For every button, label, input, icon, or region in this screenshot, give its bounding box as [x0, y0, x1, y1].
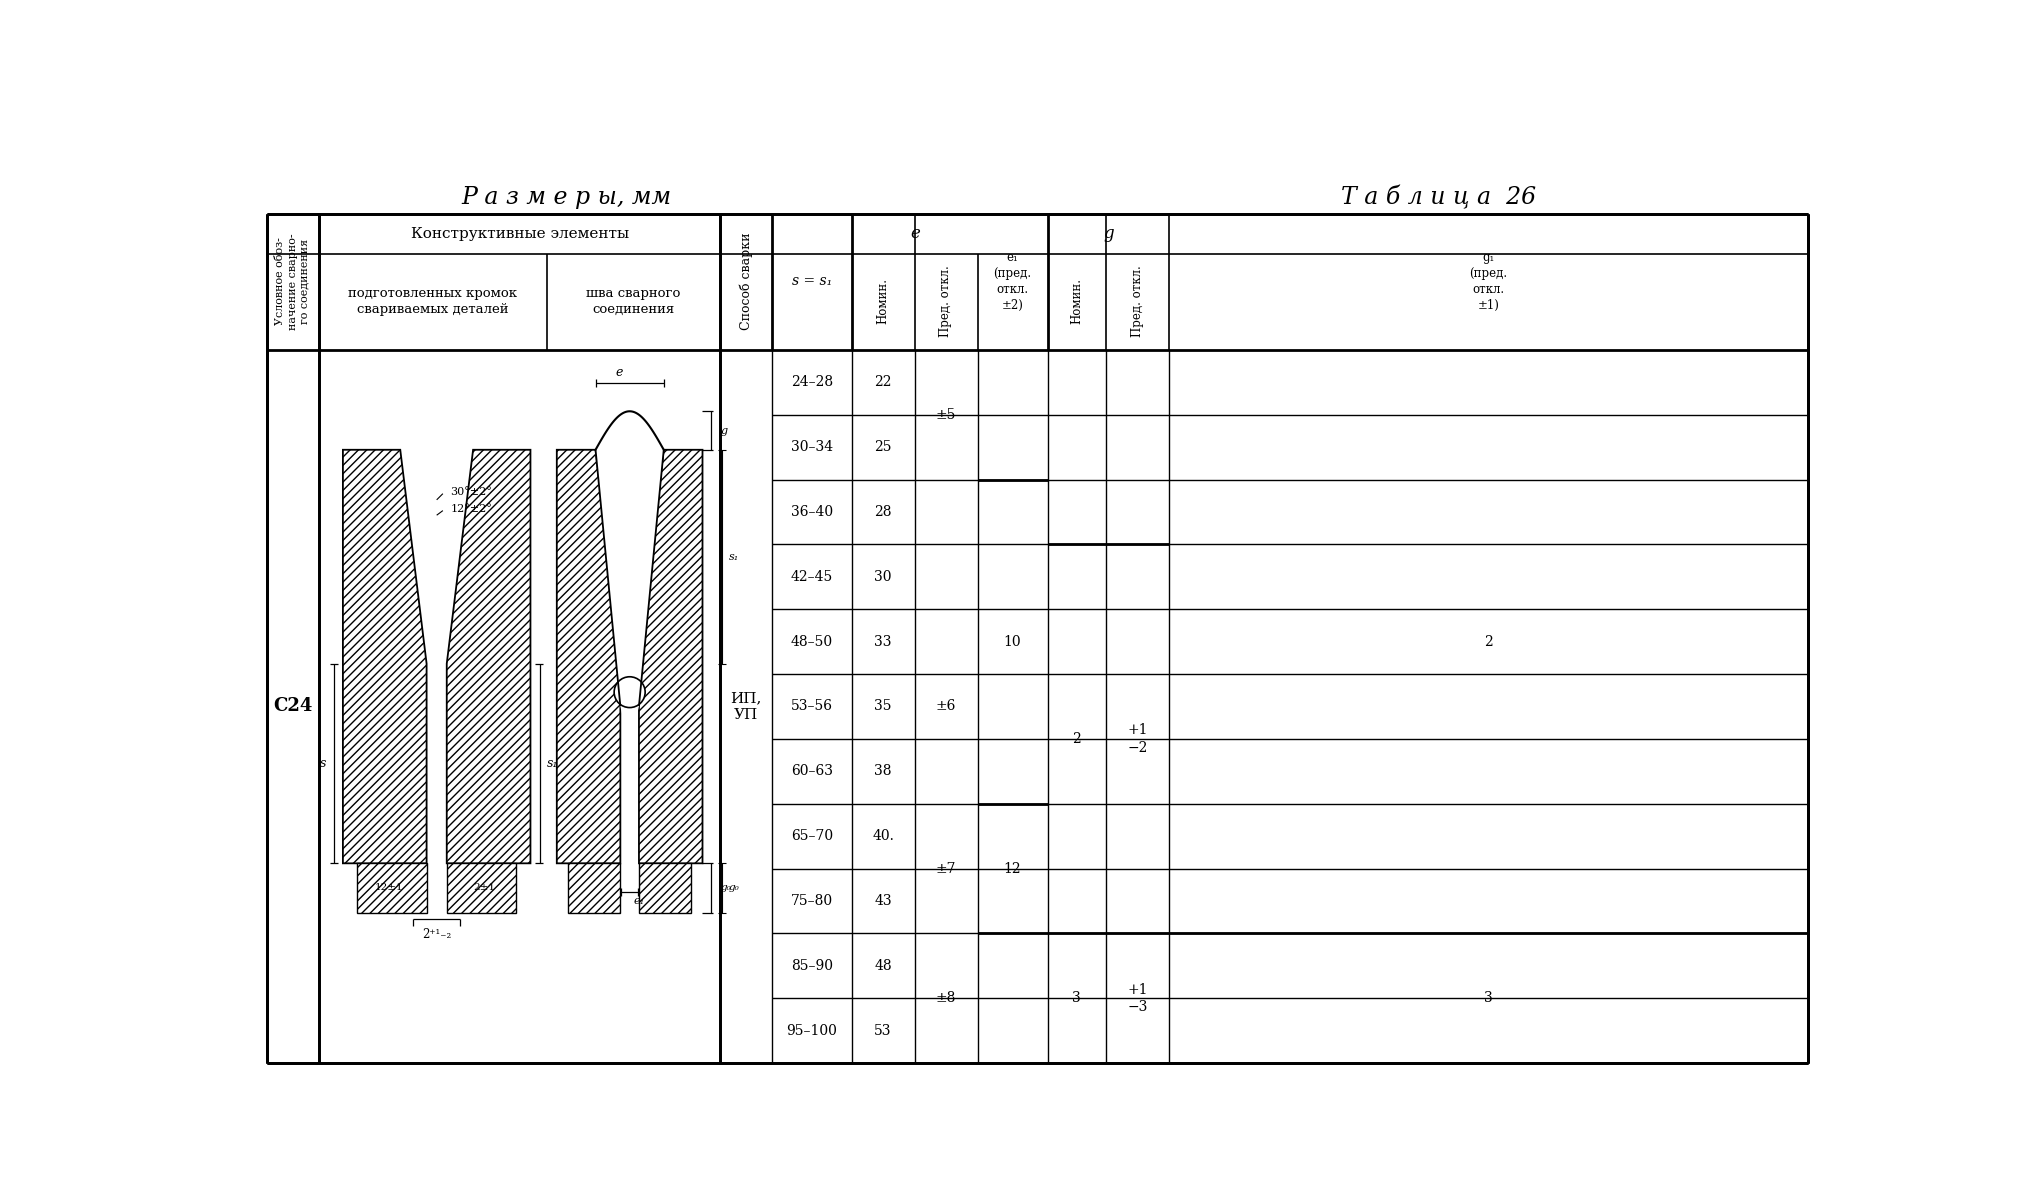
Polygon shape: [447, 864, 516, 913]
Polygon shape: [568, 864, 619, 913]
Text: e₁
(пред.
откл.
±2): e₁ (пред. откл. ±2): [993, 251, 1032, 312]
Text: Номин.: Номин.: [1070, 278, 1082, 325]
Text: 3: 3: [1483, 991, 1493, 1006]
Text: 35: 35: [874, 699, 892, 713]
Text: s₁: s₁: [728, 552, 738, 562]
Text: 25: 25: [874, 440, 892, 455]
Text: g: g: [720, 426, 728, 435]
Text: С24: С24: [273, 698, 312, 716]
Text: 24–28: 24–28: [791, 375, 831, 390]
Text: Условное обоз-
начение сварно-
го соединения: Условное обоз- начение сварно- го соедин…: [275, 233, 310, 330]
Text: 36–40: 36–40: [791, 505, 831, 518]
Text: 30°±2°: 30°±2°: [451, 487, 492, 497]
Text: 48–50: 48–50: [791, 635, 831, 648]
Polygon shape: [342, 450, 427, 864]
Text: Конструктивные элементы: Конструктивные элементы: [411, 226, 629, 241]
Text: 2: 2: [1483, 635, 1493, 648]
Polygon shape: [356, 864, 427, 913]
Text: 85–90: 85–90: [791, 959, 831, 973]
Text: g: g: [1103, 225, 1113, 242]
Text: 2±1: 2±1: [473, 883, 496, 893]
Text: 38: 38: [874, 764, 892, 778]
Text: 65–70: 65–70: [791, 829, 831, 843]
Polygon shape: [639, 864, 690, 913]
Circle shape: [613, 677, 645, 707]
Text: 53–56: 53–56: [791, 699, 831, 713]
Text: ±8: ±8: [935, 991, 955, 1006]
Text: 42–45: 42–45: [791, 570, 833, 583]
Text: 2⁺¹₋₂: 2⁺¹₋₂: [423, 928, 451, 941]
Polygon shape: [556, 450, 619, 864]
Text: g₀: g₀: [728, 883, 738, 893]
Text: ±7: ±7: [935, 861, 955, 876]
Text: 2: 2: [1072, 731, 1080, 746]
Text: e: e: [615, 366, 623, 379]
Text: 48: 48: [874, 959, 892, 973]
Text: Пред. откл.: Пред. откл.: [1131, 266, 1143, 337]
Text: 95–100: 95–100: [787, 1024, 838, 1037]
Text: g₀: g₀: [720, 883, 732, 893]
Text: 12±1: 12±1: [374, 883, 403, 893]
Text: Пред. откл.: Пред. откл.: [939, 266, 953, 337]
Text: 53: 53: [874, 1024, 892, 1037]
Text: 3: 3: [1072, 991, 1080, 1006]
Text: 10: 10: [1003, 635, 1022, 648]
Text: ±5: ±5: [935, 408, 955, 422]
Text: Р а з м е р ы, мм: Р а з м е р ы, мм: [461, 186, 672, 209]
Text: 28: 28: [874, 505, 892, 518]
Text: s = s₁: s = s₁: [791, 274, 831, 289]
Text: ±6: ±6: [935, 699, 955, 713]
Text: 40.: 40.: [872, 829, 894, 843]
Text: 75–80: 75–80: [791, 894, 831, 908]
Text: 30–34: 30–34: [791, 440, 831, 455]
Polygon shape: [639, 450, 702, 864]
Text: 12: 12: [1003, 861, 1022, 876]
Text: 30: 30: [874, 570, 892, 583]
Text: s₁: s₁: [546, 757, 558, 770]
Text: Способ сварки: Способ сварки: [738, 232, 753, 330]
Text: шва сварного
соединения: шва сварного соединения: [587, 288, 680, 316]
Text: Номин.: Номин.: [876, 278, 890, 325]
Text: g₁
(пред.
откл.
±1): g₁ (пред. откл. ±1): [1469, 251, 1507, 312]
Text: ИП,
УП: ИП, УП: [730, 691, 761, 722]
Text: 12°±2°: 12°±2°: [451, 504, 492, 514]
Text: +1
−3: +1 −3: [1127, 983, 1147, 1014]
Text: Т а б л и ц а  26: Т а б л и ц а 26: [1341, 185, 1535, 209]
Text: e: e: [910, 225, 918, 242]
Text: 43: 43: [874, 894, 892, 908]
Text: 22: 22: [874, 375, 892, 390]
Text: e₁: e₁: [633, 896, 643, 906]
Text: +1
−2: +1 −2: [1127, 723, 1147, 754]
Text: s: s: [320, 757, 326, 770]
Polygon shape: [447, 450, 530, 864]
Polygon shape: [595, 411, 664, 749]
Text: 33: 33: [874, 635, 892, 648]
Text: 60–63: 60–63: [791, 764, 831, 778]
Text: подготовленных кромок
свариваемых деталей: подготовленных кромок свариваемых детале…: [348, 288, 518, 316]
